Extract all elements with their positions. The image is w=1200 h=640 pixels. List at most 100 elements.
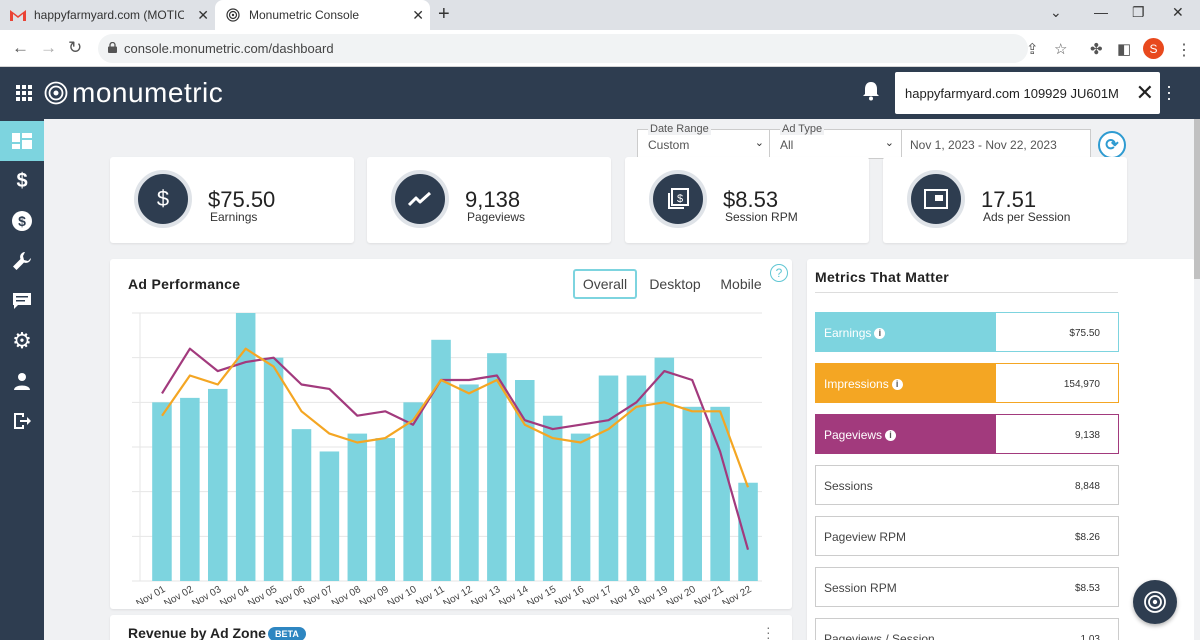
chart-bar	[570, 433, 591, 581]
profile-avatar[interactable]: S	[1143, 38, 1164, 59]
tab-mobile[interactable]: Mobile	[720, 276, 762, 292]
share-icon[interactable]: ⇪	[1026, 41, 1039, 58]
sidebar: $ $ ⚙	[0, 119, 44, 640]
sidebar-item-settings[interactable]: ⚙	[0, 321, 44, 361]
tab-search-icon[interactable]: ⌄	[1050, 4, 1062, 20]
browser-tab-title: Monumetric Console	[249, 8, 360, 22]
stat-label: Ads per Session	[983, 210, 1071, 224]
bookmark-star-icon[interactable]: ☆	[1054, 41, 1068, 58]
metric-row[interactable]: Sessions 8,848	[815, 465, 1119, 505]
monumetric-icon	[225, 7, 241, 23]
metric-label: Pageviews i	[824, 428, 897, 442]
ad-type-select[interactable]: Ad Type All ⌄	[769, 123, 903, 159]
refresh-icon: ⟳	[1105, 137, 1119, 154]
reload-icon[interactable]: ↻	[68, 38, 83, 57]
lock-icon	[108, 42, 117, 53]
browser-tab-gmail[interactable]: happyfarmyard.com (MOTION I… ✕	[0, 0, 215, 30]
chart-bar	[431, 339, 451, 581]
metric-label: Pageview RPM	[824, 530, 906, 544]
date-range-select[interactable]: Date Range Custom ⌄	[637, 123, 773, 159]
metric-label-text: Pageviews	[824, 428, 883, 442]
chevron-down-icon: ⌄	[884, 137, 894, 149]
chart-series-line	[161, 347, 750, 551]
sidebar-item-logout[interactable]	[0, 401, 44, 441]
chart-bar	[291, 429, 312, 581]
clear-site-icon[interactable]: ✕	[1135, 80, 1154, 105]
ad-performance-card: Ad Performance Overall Desktop Mobile ? …	[110, 259, 792, 609]
metric-row[interactable]: Pageviews i 9,138	[815, 414, 1119, 454]
beta-badge: BETA	[268, 627, 306, 640]
stat-label: Earnings	[210, 210, 258, 224]
bell-icon[interactable]	[862, 81, 880, 101]
restore-icon[interactable]: ❐	[1132, 4, 1145, 20]
metric-value: 8,848	[1074, 481, 1100, 492]
sidebar-item-account[interactable]	[0, 361, 44, 401]
info-icon[interactable]: i	[874, 327, 886, 339]
browser-menu-icon[interactable]: ⋮	[1176, 42, 1192, 59]
metrics-title: Metrics That Matter	[815, 269, 950, 285]
metric-row[interactable]: Pageviews / Session 1.03	[815, 618, 1119, 640]
stat-label: Pageviews	[467, 210, 526, 224]
stat-card-ads-per-session: 17.51 Ads per Session	[883, 157, 1127, 243]
support-chat-button[interactable]	[1133, 580, 1177, 624]
metric-label: Impressions i	[824, 377, 903, 391]
side-panel-icon[interactable]: ◧	[1117, 41, 1132, 58]
browser-tab-console[interactable]: Monumetric Console ✕	[215, 0, 430, 30]
chart-bar	[626, 375, 647, 581]
metric-row[interactable]: Pageview RPM $8.26	[815, 516, 1119, 556]
address-bar[interactable]: console.monumetric.com/dashboard	[98, 34, 1028, 63]
minimize-icon[interactable]: —	[1094, 4, 1108, 20]
chart-bar	[152, 402, 172, 581]
metric-value: $8.53	[1074, 583, 1100, 594]
refresh-button[interactable]: ⟳	[1098, 131, 1126, 159]
help-icon[interactable]: ?	[770, 264, 788, 282]
window-close-icon[interactable]: ✕	[1172, 4, 1184, 20]
info-icon[interactable]: i	[891, 378, 903, 390]
sidebar-item-messages[interactable]	[0, 281, 44, 321]
stat-label: Session RPM	[725, 210, 798, 224]
metric-row[interactable]: Session RPM $8.53	[815, 567, 1119, 607]
metric-value: 154,970	[1063, 379, 1100, 390]
metric-label-text: Impressions	[824, 377, 889, 391]
chart-bar	[208, 388, 228, 581]
svg-text:$: $	[677, 193, 683, 205]
sidebar-item-dashboard[interactable]	[0, 121, 44, 161]
logo-text: monumetric	[72, 77, 224, 108]
revenue-by-ad-zone-card: Revenue by Ad Zone BETA · · ·	[110, 615, 792, 640]
stat-value: 17.51	[981, 187, 1037, 212]
header-menu-icon[interactable]: · · ·	[1166, 76, 1172, 108]
sidebar-item-payments[interactable]: $	[0, 201, 44, 241]
chart-bar	[710, 406, 730, 581]
new-tab-icon[interactable]: +	[438, 3, 450, 25]
metric-label-text: Pageview RPM	[824, 530, 907, 544]
site-selector[interactable]: happyfarmyard.com 109929 JU601M ✕	[895, 72, 1160, 114]
back-icon[interactable]: ←	[12, 38, 29, 57]
monumetric-logo[interactable]: monumetric	[44, 77, 223, 109]
chart-bar	[180, 397, 200, 581]
metric-label-text: Session RPM	[824, 581, 897, 595]
page-scrollbar[interactable]	[1194, 119, 1200, 640]
stat-card-session-rpm: $ $8.53 Session RPM	[625, 157, 869, 243]
trend-icon	[391, 170, 449, 228]
tab-overall[interactable]: Overall	[573, 269, 637, 299]
sidebar-item-tools[interactable]	[0, 241, 44, 281]
tab-desktop[interactable]: Desktop	[649, 276, 701, 292]
scrollbar-thumb[interactable]	[1194, 119, 1200, 279]
close-tab-icon[interactable]: ✕	[197, 7, 209, 23]
close-tab-icon[interactable]: ✕	[412, 7, 424, 23]
dollar-icon: $	[16, 169, 28, 192]
forward-icon[interactable]: →	[40, 38, 57, 57]
info-icon[interactable]: i	[885, 429, 897, 441]
apps-grid-icon[interactable]	[16, 85, 32, 101]
user-icon	[14, 373, 30, 390]
metric-row[interactable]: Impressions i 154,970	[815, 363, 1119, 403]
chart-bar	[542, 415, 563, 581]
date-span-input[interactable]: Nov 1, 2023 - Nov 22, 2023	[901, 129, 1091, 159]
sidebar-item-earnings[interactable]: $	[0, 161, 44, 201]
extensions-icon[interactable]: ✤	[1090, 41, 1103, 58]
metric-row[interactable]: Earnings i $75.50	[815, 312, 1119, 352]
logo-ring-icon	[44, 81, 68, 105]
metric-label: Session RPM	[824, 581, 897, 595]
card-menu-icon[interactable]: · · ·	[766, 619, 771, 640]
